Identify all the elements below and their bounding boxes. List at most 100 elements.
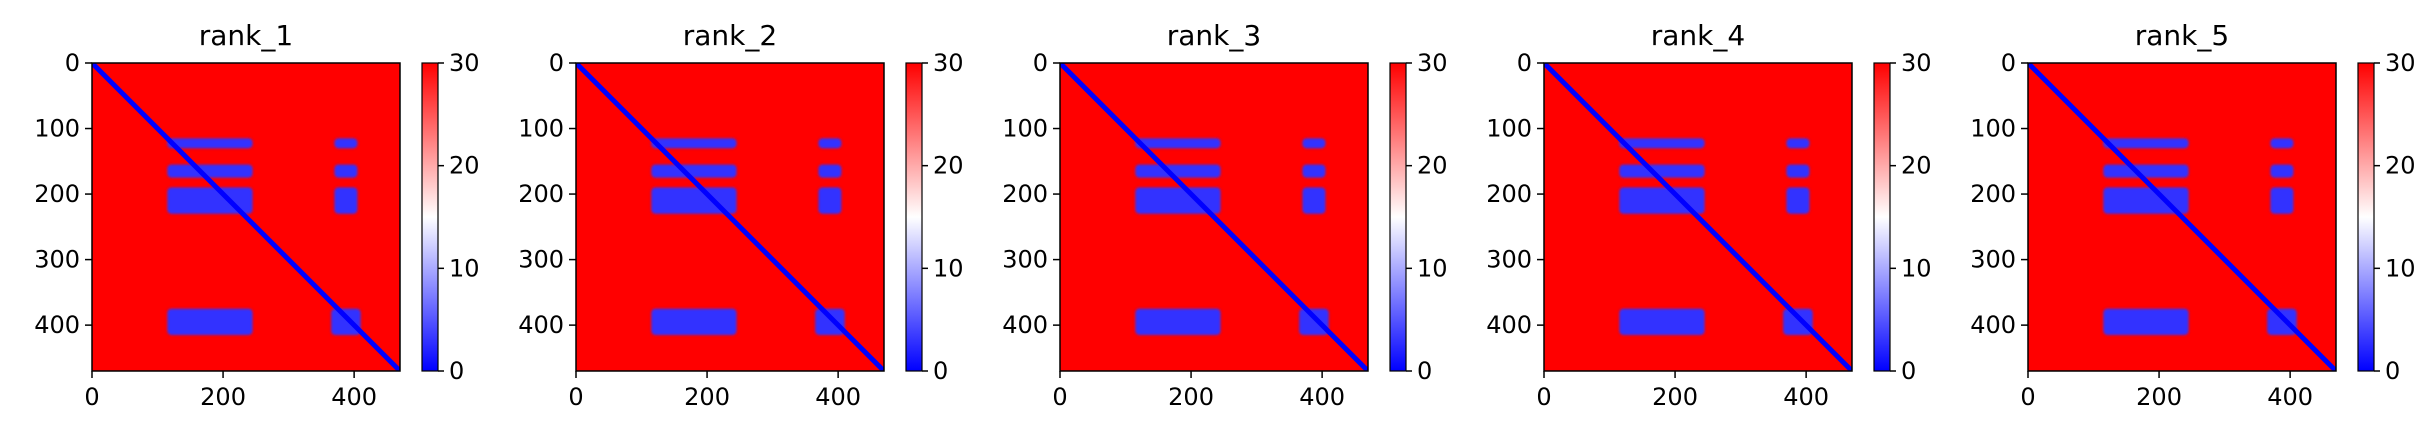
colorbar-tick-label: 10: [1901, 254, 1932, 282]
contact-block: [815, 308, 845, 335]
contact-block: [1786, 187, 1810, 214]
panel-title: rank_2: [683, 19, 777, 52]
contact-block: [334, 164, 358, 178]
diagonal: [1544, 63, 1852, 371]
colorbar: [1873, 62, 1891, 372]
diagonal: [92, 63, 400, 371]
y-tick-label: 300: [1970, 246, 2016, 274]
colorbar-tick-label: 0: [1901, 357, 1916, 385]
contact-block: [1299, 308, 1329, 335]
y-tick-label: 100: [1002, 115, 1048, 143]
panel-title: rank_3: [1167, 19, 1261, 52]
x-tick-label: 200: [200, 383, 246, 411]
contact-block: [1619, 138, 1705, 149]
heatmap-panel: rank_3 0 200 400 0 100 200 300 400 0 10 20 30: [1002, 19, 1447, 411]
colorbar-tick-label: 0: [449, 357, 464, 385]
x-tick-label: 400: [1783, 383, 1829, 411]
y-tick-label: 200: [1486, 180, 1532, 208]
contact-block: [1619, 164, 1705, 178]
colorbar-tick-label: 30: [1417, 49, 1448, 77]
y-tick-label: 300: [1002, 246, 1048, 274]
contact-block: [818, 164, 842, 178]
x-tick-label: 0: [84, 383, 99, 411]
contact-block: [1302, 138, 1326, 149]
x-tick-label: 200: [2136, 383, 2182, 411]
y-tick-label: 0: [2001, 49, 2016, 77]
heatmap-panel: rank_5 0 200 400 0 100 200 300 400 0 10 20 30: [1970, 19, 2415, 411]
colorbar-tick-label: 10: [933, 254, 964, 282]
contact-block: [1135, 187, 1221, 214]
contact-block: [2103, 138, 2189, 149]
contact-block: [2103, 164, 2189, 178]
y-tick-label: 300: [34, 246, 80, 274]
heatmap-panel: rank_1 0 200 400 0 100 200 300 400 0 10 20 30: [34, 19, 479, 411]
diagonal: [2028, 63, 2336, 371]
contact-block: [651, 138, 737, 149]
contact-block: [167, 164, 253, 178]
contact-block: [2270, 164, 2294, 178]
panel-title: rank_5: [2135, 19, 2229, 52]
panel-title: rank_1: [199, 19, 293, 52]
contact-block: [1786, 138, 1810, 149]
x-tick-label: 0: [568, 383, 583, 411]
colorbar-tick-label: 10: [449, 254, 480, 282]
contact-block: [1135, 308, 1221, 335]
colorbar-tick-label: 20: [449, 152, 480, 180]
contact-block: [334, 138, 358, 149]
contact-block: [2103, 308, 2189, 335]
y-tick-label: 100: [1970, 115, 2016, 143]
y-tick-label: 300: [1486, 246, 1532, 274]
contact-block: [167, 138, 253, 149]
contact-block: [818, 187, 842, 214]
y-tick-label: 100: [518, 115, 564, 143]
y-tick-label: 200: [518, 180, 564, 208]
colorbar-tick-label: 0: [2385, 357, 2400, 385]
colorbar: [905, 62, 923, 372]
colorbar-tick-label: 10: [2385, 254, 2416, 282]
plot-frame: [1543, 62, 1853, 372]
colorbar-tick-label: 20: [1417, 152, 1448, 180]
y-tick-label: 400: [34, 311, 80, 339]
x-tick-label: 0: [1052, 383, 1067, 411]
colorbar: [2357, 62, 2375, 372]
x-tick-label: 400: [2267, 383, 2313, 411]
x-tick-label: 0: [2020, 383, 2035, 411]
contact-block: [1619, 187, 1705, 214]
colorbar: [1389, 62, 1407, 372]
plot-frame: [91, 62, 401, 372]
colorbar-tick-label: 0: [1417, 357, 1432, 385]
contact-block: [1135, 164, 1221, 178]
colorbar-tick-label: 20: [933, 152, 964, 180]
y-tick-label: 0: [549, 49, 564, 77]
y-tick-label: 200: [1002, 180, 1048, 208]
colorbar: [421, 62, 439, 372]
x-tick-label: 400: [1299, 383, 1345, 411]
contact-block: [1302, 164, 1326, 178]
y-tick-label: 0: [65, 49, 80, 77]
x-tick-label: 400: [815, 383, 861, 411]
heatmap-panel: rank_4 0 200 400 0 100 200 300 400 0 10 20 30: [1486, 19, 1931, 411]
x-tick-label: 400: [331, 383, 377, 411]
y-tick-label: 400: [1970, 311, 2016, 339]
y-tick-label: 200: [34, 180, 80, 208]
y-tick-label: 400: [1486, 311, 1532, 339]
contact-block: [2267, 308, 2297, 335]
plot-frame: [2027, 62, 2337, 372]
y-tick-label: 200: [1970, 180, 2016, 208]
y-tick-label: 400: [518, 311, 564, 339]
contact-block: [331, 308, 361, 335]
contact-block: [651, 164, 737, 178]
colorbar-tick-label: 10: [1417, 254, 1448, 282]
contact-block: [1302, 187, 1326, 214]
colorbar-tick-label: 20: [1901, 152, 1932, 180]
y-tick-label: 400: [1002, 311, 1048, 339]
colorbar-tick-label: 30: [2385, 49, 2416, 77]
contact-block: [651, 308, 737, 335]
contact-block: [334, 187, 358, 214]
y-tick-label: 0: [1517, 49, 1532, 77]
panel-title: rank_4: [1651, 19, 1745, 52]
y-tick-label: 100: [34, 115, 80, 143]
contact-block: [1783, 308, 1813, 335]
colorbar-tick-label: 30: [449, 49, 480, 77]
